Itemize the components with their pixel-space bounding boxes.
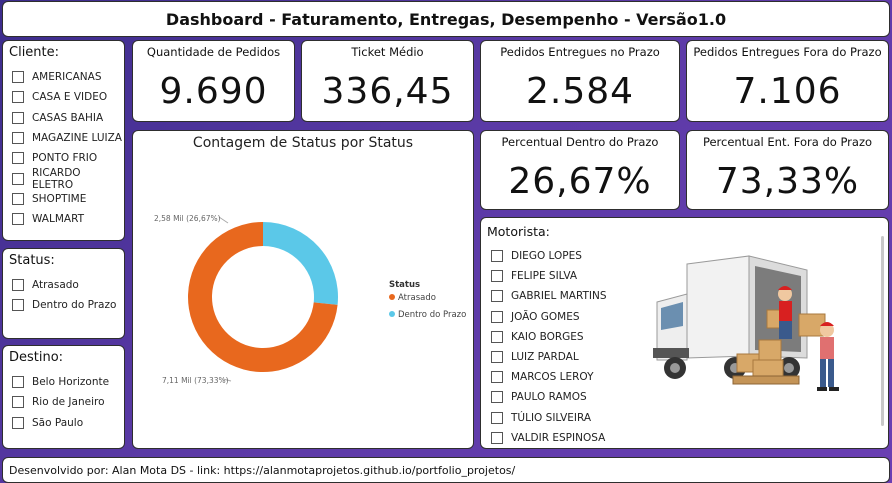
- checkbox[interactable]: [12, 192, 24, 205]
- motorista-option[interactable]: PAULO RAMOS: [491, 387, 607, 407]
- data-label-leader-line: [222, 378, 232, 382]
- dashboard-title: Dashboard - Faturamento, Entregas, Desem…: [165, 9, 727, 29]
- checkbox[interactable]: [491, 330, 503, 343]
- status-donut-chart-panel: Contagem de Status por Status 2,58 Mil (…: [132, 130, 474, 449]
- kpi-value: 2.584: [525, 71, 635, 112]
- kpi-card-entregues-fora-do-prazo: Pedidos Entregues Fora do Prazo 7.106: [686, 40, 889, 122]
- kpi-value: 26,67%: [508, 161, 652, 202]
- status-slicer-title: Status:: [9, 253, 55, 268]
- cliente-slicer-title: Cliente:: [9, 45, 60, 60]
- legend-item-atrasado[interactable]: Atrasado: [398, 293, 436, 303]
- kpi-label: Pedidos Entregues no Prazo: [500, 45, 660, 59]
- kpi-label: Percentual Ent. Fora do Prazo: [702, 135, 873, 149]
- cliente-slicer: Cliente: AMERICANAS CASA E VIDEO CASAS B…: [2, 40, 125, 241]
- dashboard-title-bar: Dashboard - Faturamento, Entregas, Desem…: [2, 1, 890, 37]
- cliente-option[interactable]: MAGAZINE LUIZA: [12, 128, 124, 148]
- motorista-option[interactable]: JOÃO GOMES: [491, 307, 607, 327]
- checkbox[interactable]: [12, 213, 24, 226]
- destino-option[interactable]: São Paulo: [12, 413, 109, 433]
- chart-title: Contagem de Status por Status: [192, 135, 414, 151]
- cliente-option[interactable]: CASAS BAHIA: [12, 108, 124, 128]
- status-list: Atrasado Dentro do Prazo: [12, 275, 116, 316]
- checkbox[interactable]: [491, 391, 503, 404]
- motorista-list: DIEGO LOPES FELIPE SILVA GABRIEL MARTINS…: [491, 246, 607, 448]
- motorista-option[interactable]: KAIO BORGES: [491, 327, 607, 347]
- checkbox[interactable]: [12, 299, 24, 312]
- motorista-option[interactable]: GABRIEL MARTINS: [491, 286, 607, 306]
- checkbox[interactable]: [491, 290, 503, 303]
- motorista-option[interactable]: VALDIR ESPINOSA: [491, 428, 607, 448]
- checkbox[interactable]: [12, 71, 24, 84]
- checkbox[interactable]: [12, 152, 24, 165]
- checkbox[interactable]: [12, 132, 24, 145]
- checkbox[interactable]: [491, 411, 503, 424]
- checkbox[interactable]: [491, 310, 503, 323]
- kpi-card-quantidade-pedidos: Quantidade de Pedidos 9.690: [132, 40, 295, 122]
- cliente-option[interactable]: AMERICANAS: [12, 67, 124, 87]
- destino-list: Belo Horizonte Rio de Janeiro São Paulo: [12, 372, 109, 433]
- kpi-label: Pedidos Entregues Fora do Prazo: [693, 45, 882, 59]
- footer: Desenvolvido por: Alan Mota DS - link: h…: [2, 457, 890, 483]
- checkbox[interactable]: [12, 416, 24, 429]
- kpi-card-percentual-dentro-prazo: Percentual Dentro do Prazo 26,67%: [480, 130, 680, 210]
- legend-marker: [389, 311, 395, 317]
- cliente-option[interactable]: WALMART: [12, 209, 124, 229]
- data-label-atrasado: 7,11 Mil (73,33%): [162, 376, 229, 385]
- kpi-label: Ticket Médio: [351, 45, 424, 59]
- legend-item-dentro-do-prazo[interactable]: Dentro do Prazo: [398, 310, 466, 320]
- kpi-label: Quantidade de Pedidos: [146, 45, 281, 59]
- kpi-value: 73,33%: [715, 161, 860, 202]
- cliente-option[interactable]: RICARDO ELETRO: [12, 167, 124, 191]
- data-label-leader-line: [218, 216, 229, 224]
- status-option[interactable]: Atrasado: [12, 275, 116, 295]
- checkbox[interactable]: [491, 250, 503, 263]
- kpi-card-percentual-fora-prazo: Percentual Ent. Fora do Prazo 73,33%: [686, 130, 889, 210]
- checkbox[interactable]: [491, 270, 503, 283]
- status-slicer: Status: Atrasado Dentro do Prazo: [2, 248, 125, 339]
- legend-title: Status: [389, 280, 420, 290]
- checkbox[interactable]: [12, 172, 24, 185]
- donut-slice-dentro-do-prazo[interactable]: [263, 222, 338, 305]
- motorista-option[interactable]: TÚLIO SILVEIRA: [491, 408, 607, 428]
- legend-marker: [389, 294, 395, 300]
- checkbox[interactable]: [12, 279, 24, 292]
- checkbox[interactable]: [491, 351, 503, 364]
- destino-option[interactable]: Belo Horizonte: [12, 372, 109, 392]
- kpi-value: 336,45: [321, 71, 454, 112]
- motorista-option[interactable]: FELIPE SILVA: [491, 266, 607, 286]
- checkbox[interactable]: [12, 91, 24, 104]
- donut-slice-atrasado[interactable]: [187, 222, 338, 372]
- kpi-value: 9.690: [159, 71, 268, 112]
- checkbox[interactable]: [12, 376, 24, 389]
- kpi-card-entregues-no-prazo: Pedidos Entregues no Prazo 2.584: [480, 40, 680, 122]
- cliente-option[interactable]: SHOPTIME: [12, 189, 124, 209]
- kpi-label: Percentual Dentro do Prazo: [501, 135, 659, 149]
- checkbox[interactable]: [491, 431, 503, 444]
- cliente-option[interactable]: CASA E VIDEO: [12, 87, 124, 107]
- footer-text: Desenvolvido por: Alan Mota DS - link: h…: [9, 464, 516, 477]
- motorista-slicer: Motorista: DIEGO LOPES FELIPE SILVA GABR…: [480, 217, 889, 449]
- motorista-option[interactable]: DIEGO LOPES: [491, 246, 607, 266]
- motorista-slicer-title: Motorista:: [487, 224, 550, 239]
- cliente-option[interactable]: PONTO FRIO: [12, 148, 124, 168]
- checkbox[interactable]: [491, 371, 503, 384]
- checkbox[interactable]: [12, 111, 24, 124]
- cliente-list: AMERICANAS CASA E VIDEO CASAS BAHIA MAGA…: [12, 67, 124, 229]
- checkbox[interactable]: [12, 396, 24, 409]
- kpi-value: 7.106: [733, 71, 842, 112]
- motorista-scrollbar[interactable]: [881, 236, 884, 426]
- donut-chart: 2,58 Mil (26,67%) 7,11 Mil (73,33%) Status…: [154, 214, 466, 385]
- kpi-card-ticket-medio: Ticket Médio 336,45: [301, 40, 474, 122]
- delivery-truck-illustration: [653, 255, 839, 391]
- motorista-option[interactable]: MARCOS LEROY: [491, 367, 607, 387]
- destino-slicer-title: Destino:: [9, 350, 64, 365]
- motorista-option[interactable]: LUIZ PARDAL: [491, 347, 607, 367]
- destino-slicer: Destino: Belo Horizonte Rio de Janeiro S…: [2, 345, 125, 449]
- data-label-dentro-do-prazo: 2,58 Mil (26,67%): [154, 214, 221, 223]
- status-option[interactable]: Dentro do Prazo: [12, 295, 116, 315]
- destino-option[interactable]: Rio de Janeiro: [12, 392, 109, 412]
